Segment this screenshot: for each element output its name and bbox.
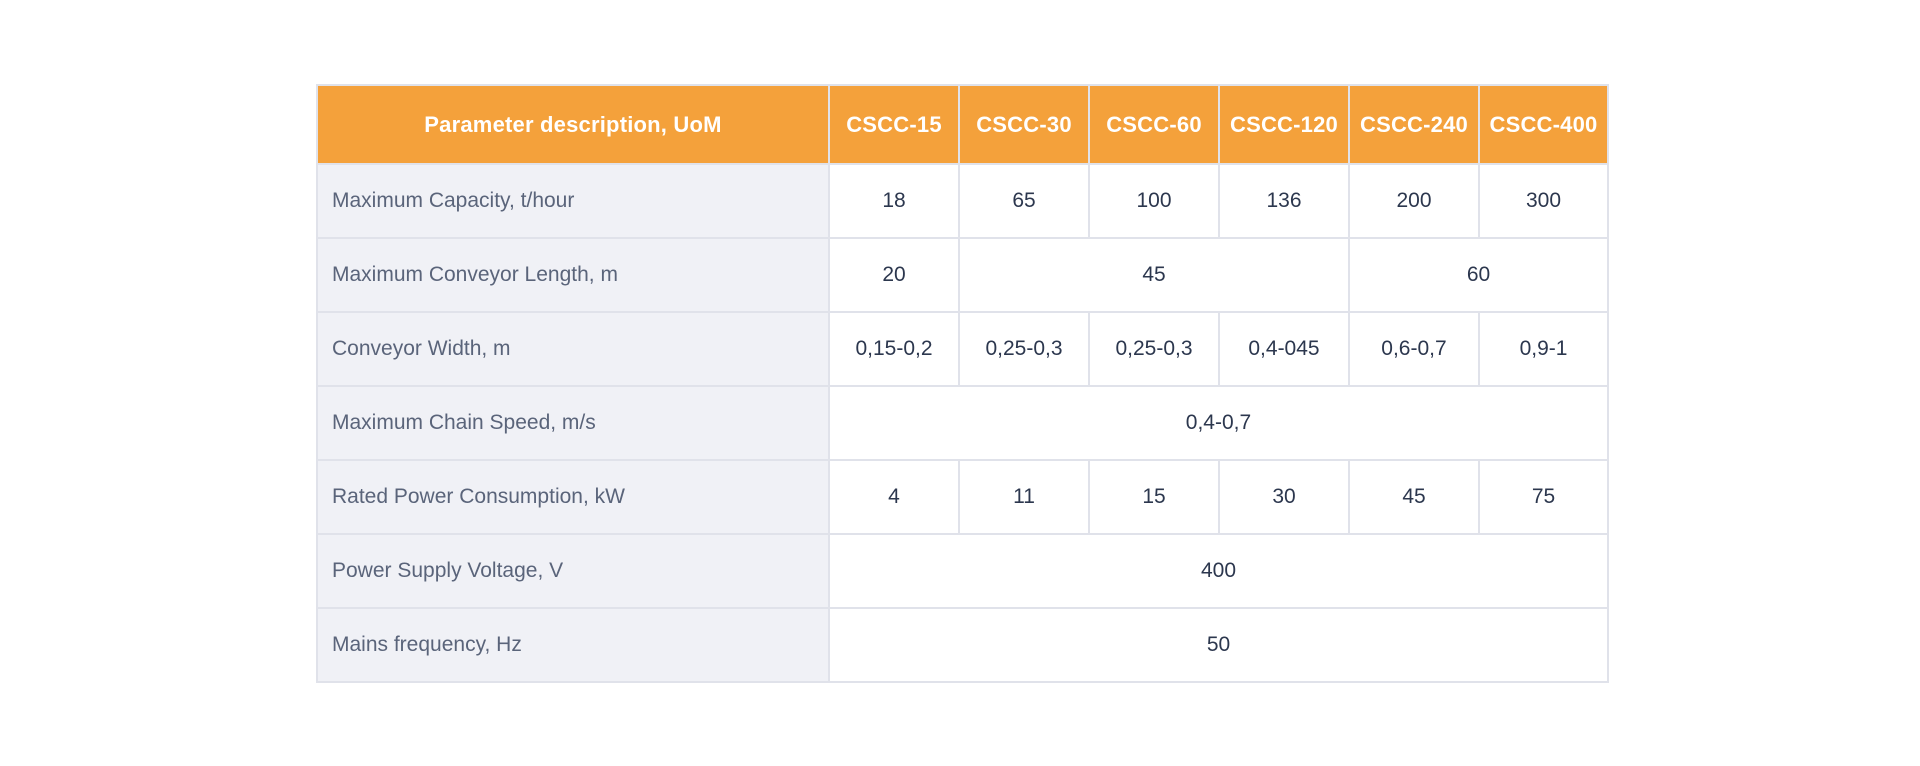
header-cell-cscc-120: CSCC-120 xyxy=(1218,84,1350,165)
table-row-maximum-chain-speed: Maximum Chain Speed, m/s 0,4-0,7 xyxy=(316,385,1609,461)
value-cell: 30 xyxy=(1218,459,1350,535)
value-cell: 0,25-0,3 xyxy=(958,311,1090,387)
value-cell: 45 xyxy=(1348,459,1480,535)
row-label-conveyor-width: Conveyor Width, m xyxy=(316,311,830,387)
table-row-conveyor-width: Conveyor Width, m 0,15-0,2 0,25-0,3 0,25… xyxy=(316,311,1609,387)
header-cell-cscc-60: CSCC-60 xyxy=(1088,84,1220,165)
value-cell: 65 xyxy=(958,163,1090,239)
value-cell: 300 xyxy=(1478,163,1609,239)
value-cell: 15 xyxy=(1088,459,1220,535)
table-row-maximum-conveyor-length: Maximum Conveyor Length, m 20 45 60 xyxy=(316,237,1609,313)
value-cell: 136 xyxy=(1218,163,1350,239)
table-row-power-supply-voltage: Power Supply Voltage, V 400 xyxy=(316,533,1609,609)
row-label-rated-power-consumption: Rated Power Consumption, kW xyxy=(316,459,830,535)
spec-table: Parameter description, UoM CSCC-15 CSCC-… xyxy=(316,84,1609,683)
value-cell: 100 xyxy=(1088,163,1220,239)
value-cell-merged: 0,4-0,7 xyxy=(828,385,1609,461)
value-cell: 20 xyxy=(828,237,960,313)
value-cell: 11 xyxy=(958,459,1090,535)
table-row-mains-frequency: Mains frequency, Hz 50 xyxy=(316,607,1609,683)
value-cell-merged: 400 xyxy=(828,533,1609,609)
value-cell: 4 xyxy=(828,459,960,535)
value-cell: 0,9-1 xyxy=(1478,311,1609,387)
value-cell-merged: 60 xyxy=(1348,237,1609,313)
value-cell: 200 xyxy=(1348,163,1480,239)
row-label-maximum-chain-speed: Maximum Chain Speed, m/s xyxy=(316,385,830,461)
value-cell-merged: 50 xyxy=(828,607,1609,683)
value-cell: 0,15-0,2 xyxy=(828,311,960,387)
header-row: Parameter description, UoM CSCC-15 CSCC-… xyxy=(316,84,1609,165)
header-cell-cscc-400: CSCC-400 xyxy=(1478,84,1609,165)
value-cell: 75 xyxy=(1478,459,1609,535)
value-cell: 0,25-0,3 xyxy=(1088,311,1220,387)
header-cell-cscc-30: CSCC-30 xyxy=(958,84,1090,165)
value-cell: 0,6-0,7 xyxy=(1348,311,1480,387)
table-row-maximum-capacity: Maximum Capacity, t/hour 18 65 100 136 2… xyxy=(316,163,1609,239)
value-cell-merged: 45 xyxy=(958,237,1350,313)
value-cell: 18 xyxy=(828,163,960,239)
header-cell-cscc-15: CSCC-15 xyxy=(828,84,960,165)
row-label-power-supply-voltage: Power Supply Voltage, V xyxy=(316,533,830,609)
value-cell: 0,4-045 xyxy=(1218,311,1350,387)
table-row-rated-power-consumption: Rated Power Consumption, kW 4 11 15 30 4… xyxy=(316,459,1609,535)
header-cell-cscc-240: CSCC-240 xyxy=(1348,84,1480,165)
row-label-maximum-capacity: Maximum Capacity, t/hour xyxy=(316,163,830,239)
row-label-mains-frequency: Mains frequency, Hz xyxy=(316,607,830,683)
row-label-maximum-conveyor-length: Maximum Conveyor Length, m xyxy=(316,237,830,313)
header-cell-parameter-description: Parameter description, UoM xyxy=(316,84,830,165)
